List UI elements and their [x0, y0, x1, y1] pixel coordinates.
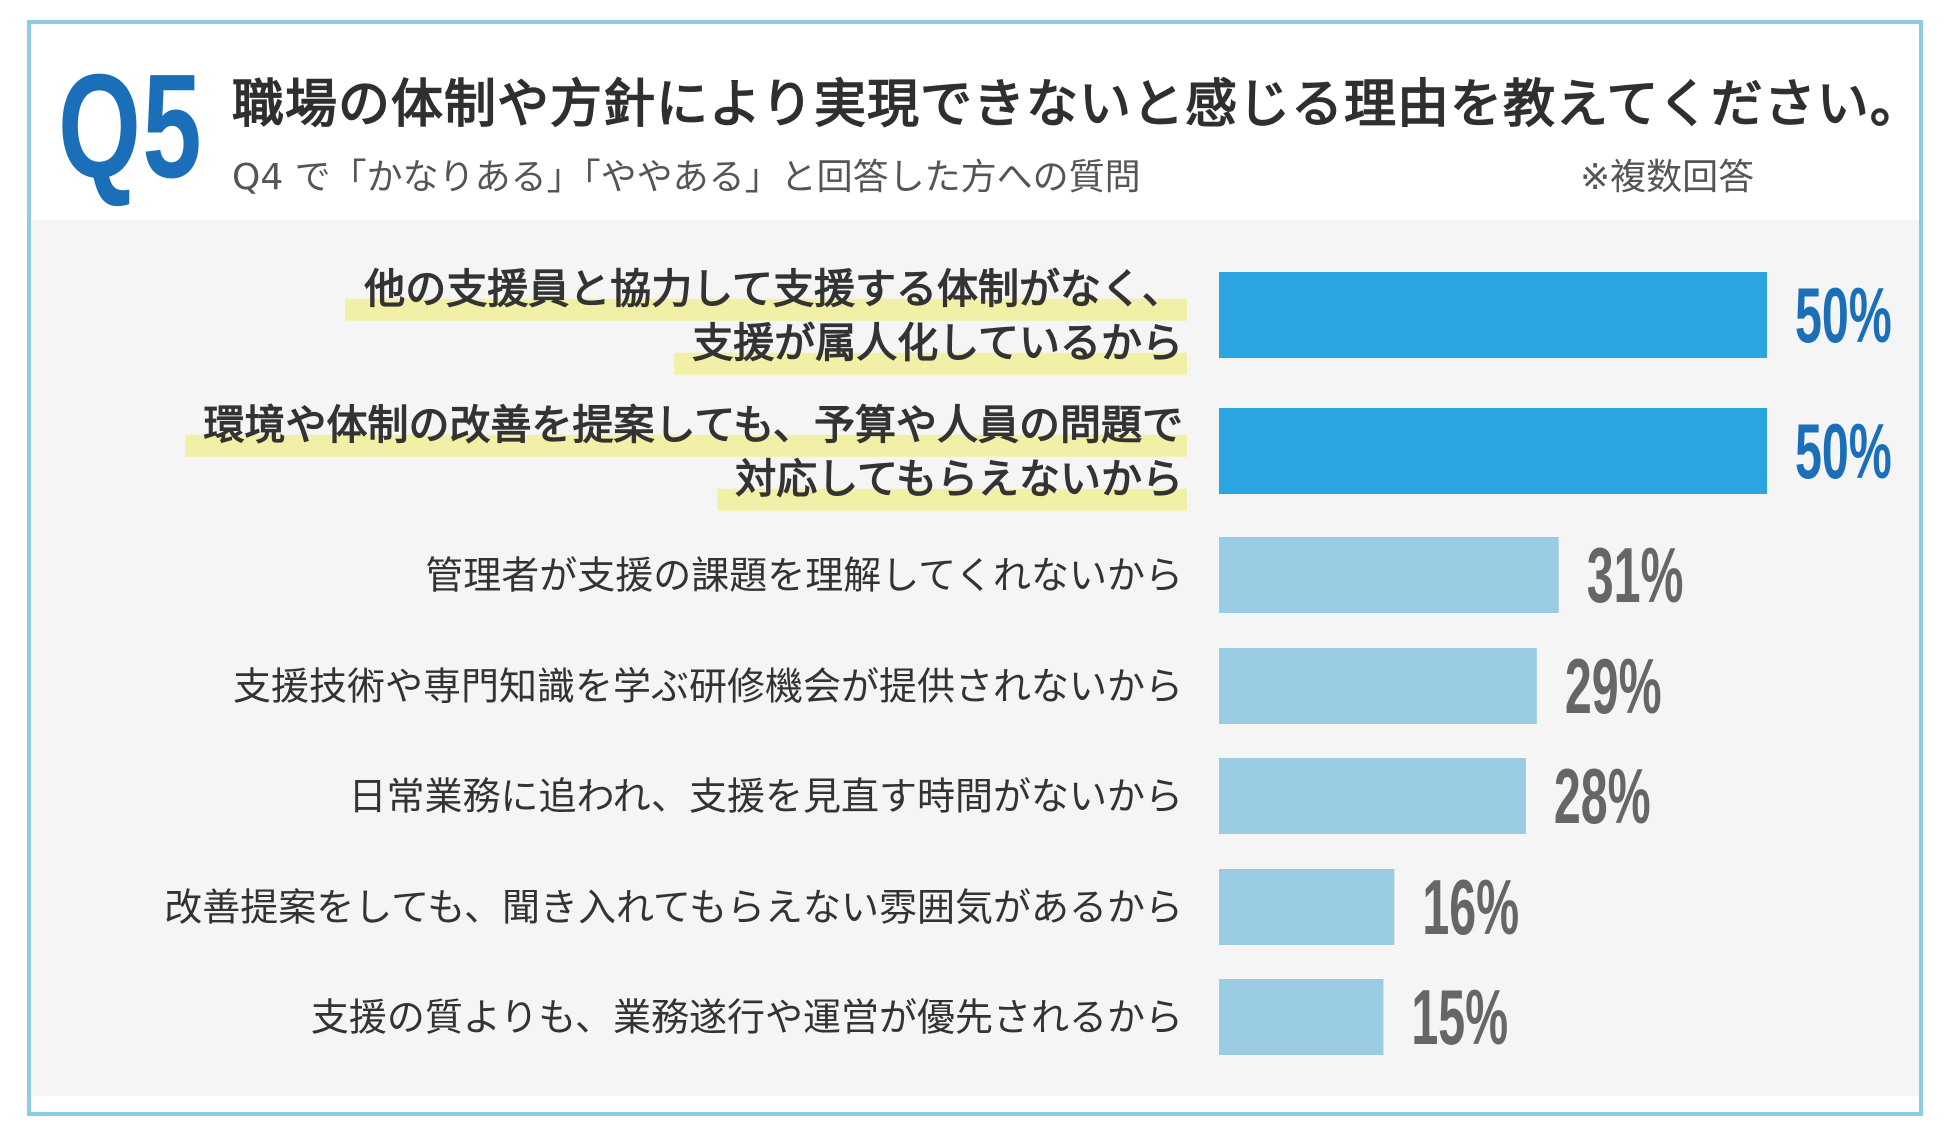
- category-label-2-line-2: 対応してもらえないから: [735, 455, 1183, 503]
- category-label-4: 支援技術や専門知識を学ぶ研修機会が提供されないから: [233, 665, 1183, 709]
- bar-3: [1219, 537, 1559, 613]
- value-label-1: 50%: [1795, 271, 1892, 359]
- category-label-1-line-2: 支援が属人化しているから: [692, 319, 1183, 367]
- bar-4: [1219, 648, 1537, 724]
- highlight-marker: [717, 488, 1187, 511]
- bar-6: [1219, 869, 1395, 945]
- category-label-1-line-1: 他の支援員と協力して支援する体制がなく、: [363, 265, 1183, 313]
- value-label-5: 28%: [1554, 752, 1651, 840]
- value-label-4: 29%: [1565, 642, 1662, 730]
- bar-5: [1219, 758, 1526, 834]
- highlight-marker: [185, 434, 1187, 457]
- category-label-5: 日常業務に追われ、支援を見直す時間がないから: [349, 775, 1183, 819]
- bar-7: [1219, 979, 1384, 1055]
- question-number: Q5: [58, 44, 204, 209]
- highlight-marker: [345, 298, 1187, 321]
- bar-1: [1219, 272, 1767, 358]
- value-label-6: 16%: [1422, 863, 1519, 951]
- value-label-3: 31%: [1587, 531, 1684, 619]
- question-subtitle: Q4 で「かなりある」「ややある」と回答した方への質問: [232, 157, 1141, 198]
- bar-2: [1219, 408, 1767, 494]
- category-label-7: 支援の質よりも、業務遂行や運営が優先されるから: [311, 996, 1183, 1040]
- category-label-3: 管理者が支援の課題を理解してくれないから: [425, 554, 1183, 598]
- category-label-2-line-1: 環境や体制の改善を提案しても、予算や人員の問題で: [204, 401, 1184, 449]
- value-label-2: 50%: [1795, 407, 1892, 495]
- highlight-marker: [674, 352, 1187, 375]
- multiple-answer-note: ※複数回答: [1580, 157, 1755, 198]
- value-label-7: 15%: [1411, 973, 1508, 1061]
- question-title: 職場の体制や方針により実現できないと感じる理由を教えてください。: [232, 75, 1923, 135]
- category-label-6: 改善提案をしても、聞き入れてもらえない雰囲気があるから: [164, 886, 1183, 930]
